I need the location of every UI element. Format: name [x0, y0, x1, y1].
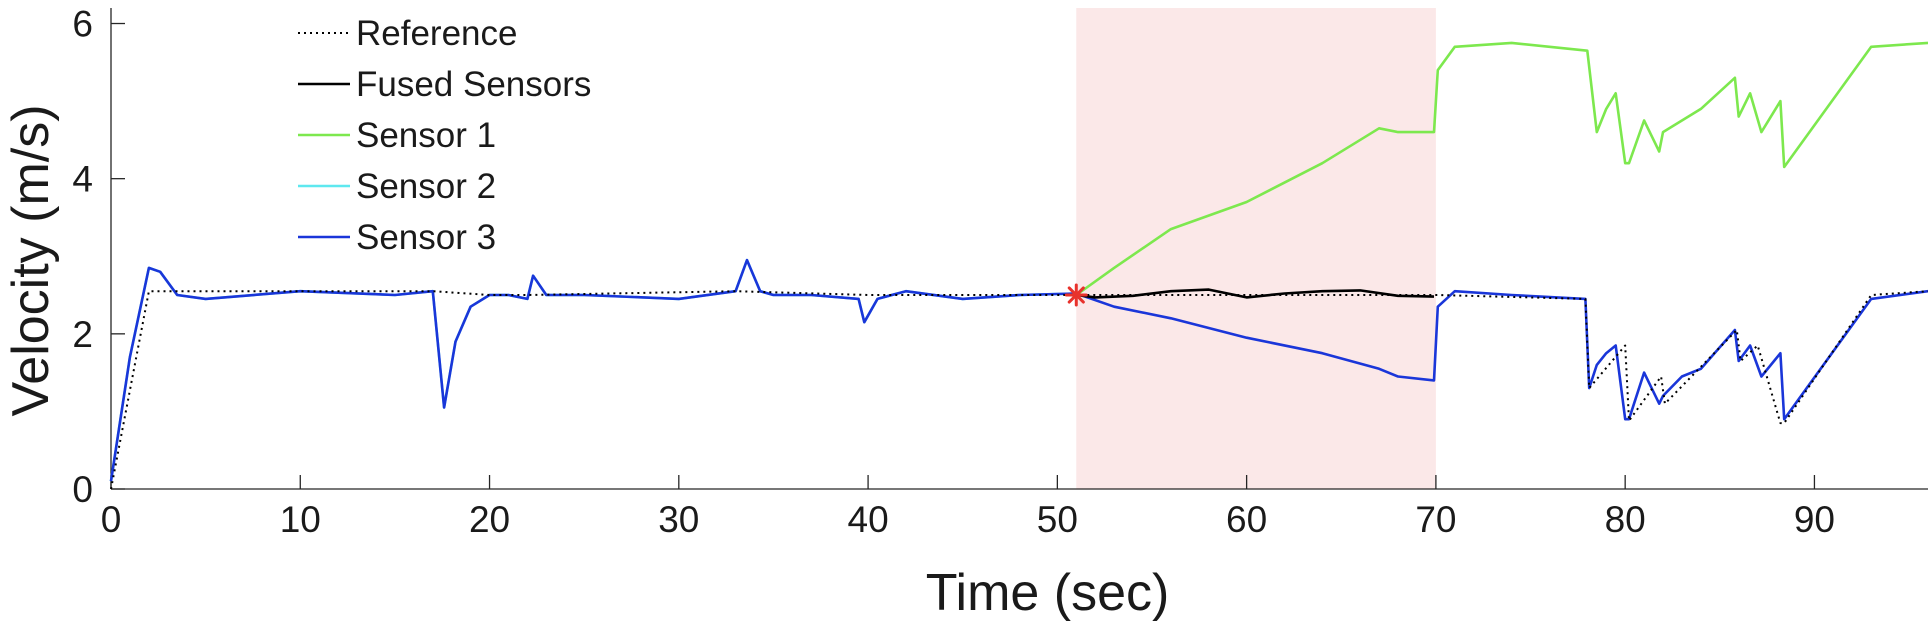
series-line-sensor-3 [109, 258, 1928, 482]
x-tick-label: 20 [469, 499, 510, 540]
series-layer [109, 41, 1928, 490]
x-tick-label: 90 [1794, 499, 1835, 540]
highlight-region [1076, 8, 1436, 489]
x-tick-label: 40 [848, 499, 889, 540]
y-tick-label: 2 [72, 314, 93, 355]
series-line-reference [110, 290, 1928, 490]
legend-label-sensor-3: Sensor 3 [356, 218, 496, 257]
marker-layer [1064, 283, 1088, 307]
axes: 0 10 20 30 40 50 60 70 80 90 0 2 4 6 [72, 4, 1928, 540]
series-line-sensor-2 [109, 258, 1077, 482]
x-tick-label: 80 [1605, 499, 1646, 540]
x-axis-label: Time (sec) [926, 564, 1170, 622]
x-tick-label: 50 [1037, 499, 1078, 540]
legend: Reference Fused Sensors Sensor 1 Sensor 2 Se… [298, 14, 591, 257]
legend-label-reference: Reference [356, 14, 517, 53]
x-tick-label: 30 [658, 499, 699, 540]
legend-label-sensor-1: Sensor 1 [356, 116, 496, 155]
y-tick-label: 4 [72, 159, 93, 200]
x-tick-label: 10 [280, 499, 321, 540]
series-line-fused-sensors [1076, 288, 1435, 299]
y-tick-label: 0 [72, 469, 93, 510]
y-axis-label: Velocity (m/s) [2, 104, 60, 416]
x-tick-label: 0 [101, 499, 122, 540]
x-tick-label: 60 [1226, 499, 1267, 540]
x-tick-label: 70 [1415, 499, 1456, 540]
legend-label-sensor-2: Sensor 2 [356, 167, 496, 206]
series-line-sensor-1 [1075, 41, 1928, 297]
fault-marker [1064, 283, 1088, 307]
legend-label-fused-sensors: Fused Sensors [356, 65, 591, 104]
y-tick-label: 6 [72, 4, 93, 45]
